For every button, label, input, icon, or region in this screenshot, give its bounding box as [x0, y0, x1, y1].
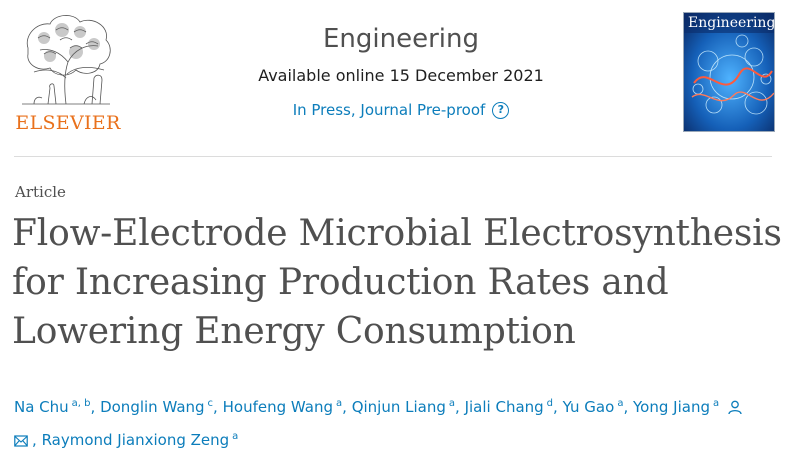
publisher-name: ELSEVIER: [15, 112, 121, 134]
article-title: Flow-Electrode Microbial Electrosynthesi…: [12, 209, 792, 356]
journal-cover-image[interactable]: Engineering: [683, 12, 775, 132]
title-line: for Increasing Production Rates and: [12, 262, 669, 303]
cover-title: Engineering: [688, 15, 775, 31]
author-line: Na Chu a, b, Donglin Wang c, Houfeng Wang a…: [14, 389, 784, 422]
affiliation-marker[interactable]: a, b: [71, 398, 91, 409]
affiliation-marker[interactable]: a: [335, 398, 343, 409]
person-icon[interactable]: [728, 400, 742, 415]
envelope-icon[interactable]: [14, 434, 28, 447]
author-list: Na Chu a, b, Donglin Wang c, Houfeng Wang a…: [14, 389, 784, 453]
elsevier-tree-icon: [22, 15, 111, 105]
affiliation-marker[interactable]: a: [617, 398, 624, 409]
affiliation-marker[interactable]: a: [232, 431, 239, 442]
cover-artwork-icon: [684, 13, 774, 131]
author-link[interactable]: Qinjun Liang: [351, 398, 446, 416]
author-link[interactable]: Houfeng Wang: [222, 398, 333, 416]
affiliation-marker[interactable]: d: [546, 398, 554, 409]
title-line: Flow-Electrode Microbial Electrosynthesi…: [12, 213, 782, 254]
affiliation-marker[interactable]: a: [712, 398, 720, 409]
author-link[interactable]: Donglin Wang: [100, 398, 205, 416]
author-link[interactable]: Raymond Jianxiong Zeng: [41, 431, 230, 449]
journal-header: Engineering Available online 15 December…: [200, 22, 602, 120]
author-link[interactable]: Yong Jiang: [633, 398, 710, 416]
title-line: Lowering Energy Consumption: [12, 311, 576, 352]
author-link[interactable]: Na Chu: [14, 398, 69, 416]
author-line: , Raymond Jianxiong Zeng a: [14, 422, 784, 453]
help-circle-icon[interactable]: ?: [492, 101, 510, 119]
header-divider: [14, 156, 772, 157]
author-link[interactable]: Jiali Chang: [464, 398, 544, 416]
article-type-label: Article: [15, 183, 66, 201]
elsevier-logo[interactable]: ELSEVIER: [10, 8, 126, 134]
affiliation-marker[interactable]: c: [207, 398, 214, 409]
journal-title-link[interactable]: Engineering: [323, 24, 479, 54]
status-label[interactable]: In Press, Journal Pre-proof: [292, 101, 486, 119]
availability-date: Available online 15 December 2021: [258, 66, 544, 85]
article-status: In Press, Journal Pre-proof ?: [200, 100, 602, 120]
affiliation-marker[interactable]: a: [448, 398, 456, 409]
author-link[interactable]: Yu Gao: [562, 398, 615, 416]
